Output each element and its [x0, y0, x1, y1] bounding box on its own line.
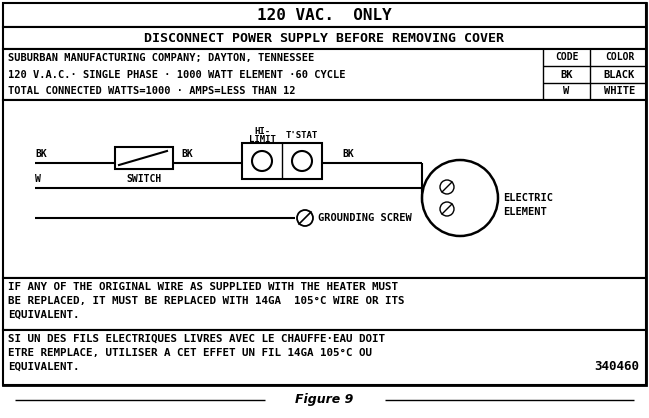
Text: HI-: HI-	[254, 127, 270, 135]
Circle shape	[440, 202, 454, 216]
Circle shape	[297, 210, 313, 226]
Bar	[3, 3, 646, 27]
Circle shape	[252, 151, 272, 171]
Text: SI UN DES FILS ELECTRIQUES LIVRES AVEC LE CHAUFFE·EAU DOIT: SI UN DES FILS ELECTRIQUES LIVRES AVEC L…	[8, 334, 385, 344]
Bar	[3, 49, 646, 100]
Text: ELEMENT: ELEMENT	[503, 207, 546, 217]
Bar	[242, 143, 322, 179]
Text: BK: BK	[35, 149, 47, 159]
Text: COLOR: COLOR	[605, 53, 634, 63]
Text: W: W	[563, 87, 570, 97]
Bar	[3, 278, 646, 330]
Text: 120 V.A.C.· SINGLE PHASE · 1000 WATT ELEMENT ·60 CYCLE: 120 V.A.C.· SINGLE PHASE · 1000 WATT ELE…	[8, 69, 345, 79]
Text: DISCONNECT POWER SUPPLY BEFORE REMOVING COVER: DISCONNECT POWER SUPPLY BEFORE REMOVING …	[144, 31, 504, 44]
Text: SUBURBAN MANUFACTURING COMPANY; DAYTON, TENNESSEE: SUBURBAN MANUFACTURING COMPANY; DAYTON, …	[8, 53, 314, 63]
Text: T'STAT: T'STAT	[286, 132, 318, 140]
Text: BK: BK	[464, 184, 475, 193]
Text: WHITE: WHITE	[604, 87, 635, 97]
Circle shape	[440, 180, 454, 194]
Text: ELECTRIC: ELECTRIC	[503, 193, 553, 203]
Text: BE REPLACED, IT MUST BE REPLACED WITH 14GA  105°C WIRE OR ITS: BE REPLACED, IT MUST BE REPLACED WITH 14…	[8, 296, 404, 306]
Text: LIMIT: LIMIT	[249, 135, 275, 143]
Text: TOTAL CONNECTED WATTS=1000 · AMPS=LESS THAN 12: TOTAL CONNECTED WATTS=1000 · AMPS=LESS T…	[8, 87, 295, 97]
Text: ETRE REMPLACE, UTILISER A CET EFFET UN FIL 14GA 105°C OU: ETRE REMPLACE, UTILISER A CET EFFET UN F…	[8, 348, 372, 358]
Text: 120 VAC.  ONLY: 120 VAC. ONLY	[256, 8, 391, 23]
Text: IF ANY OF THE ORIGINAL WIRE AS SUPPLIED WITH THE HEATER MUST: IF ANY OF THE ORIGINAL WIRE AS SUPPLIED …	[8, 282, 398, 292]
Text: SWITCH: SWITCH	[127, 174, 162, 184]
Text: EQUIVALENT.: EQUIVALENT.	[8, 362, 79, 372]
Text: BLACK: BLACK	[604, 69, 635, 79]
Circle shape	[422, 160, 498, 236]
Text: Figure 9: Figure 9	[295, 393, 353, 406]
Bar	[3, 330, 646, 385]
Text: GROUNDING SCREW: GROUNDING SCREW	[318, 213, 411, 223]
Text: EQUIVALENT.: EQUIVALENT.	[8, 310, 79, 320]
Text: BK: BK	[342, 149, 354, 159]
Text: BK: BK	[560, 69, 573, 79]
Bar	[115, 147, 173, 169]
Text: CODE: CODE	[555, 53, 578, 63]
Circle shape	[292, 151, 312, 171]
Bar	[3, 100, 646, 278]
Text: 340460: 340460	[594, 360, 639, 374]
Text: W: W	[35, 174, 41, 184]
Text: BK: BK	[181, 149, 193, 159]
Bar	[3, 27, 646, 49]
